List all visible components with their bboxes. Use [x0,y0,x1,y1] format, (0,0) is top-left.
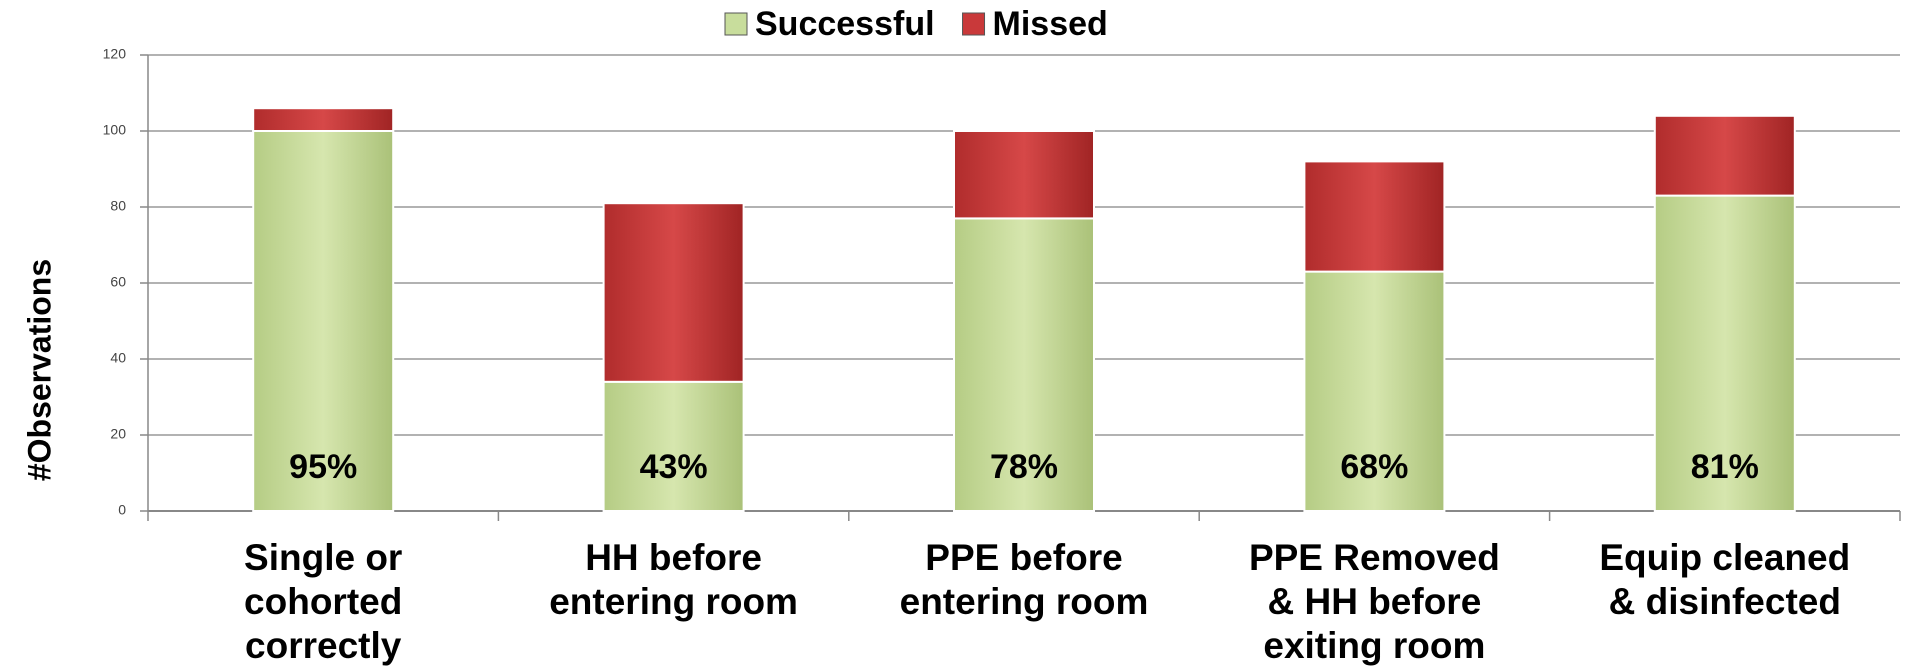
x-tick-label: HH before entering room [549,537,798,622]
bar-label: 43% [640,448,708,486]
y-tick-label: 80 [110,198,126,214]
y-tick-label: 120 [103,46,127,62]
y-tick-label: 100 [103,122,127,138]
x-tick-label-line: & HH before [1267,581,1481,622]
legend-swatch [962,12,986,36]
x-tick-label-line: correctly [245,625,402,666]
x-tick-label: PPE Removed & HH before exiting room [1249,537,1500,666]
y-tick-label: 60 [110,274,126,290]
x-tick-label-line: entering room [900,581,1149,622]
x-tick-label-line: Equip cleaned [1599,537,1850,578]
bar-segment [1653,114,1796,197]
bar-label: 95% [289,448,357,486]
bar-segment [602,380,745,512]
bar-segment [1303,160,1446,273]
bar-label: 81% [1691,448,1759,486]
x-tick-label-line: entering room [549,581,798,622]
x-tick-label: Single or cohorted correctly [244,537,402,666]
bar-label: 68% [1340,448,1408,486]
x-tick-label: Equip cleaned & disinfected [1599,537,1850,622]
x-tick-label-line: & disinfected [1609,581,1841,622]
y-axis-label: #Observations [21,259,57,481]
bar-label: 78% [990,448,1058,486]
bar-segment [953,130,1095,220]
legend-swatch [724,12,748,36]
x-tick-label-line: Single or [244,537,402,578]
x-tick-label-line: PPE before [925,537,1122,578]
x-tick-label-line: HH before [585,537,762,578]
bar-segment [252,130,395,512]
bar-segment [252,107,395,132]
legend-label: Missed [993,5,1108,43]
bar-segment [1303,270,1446,512]
x-tick-label-line: exiting room [1263,625,1485,666]
x-tick-label-line: PPE Removed [1249,537,1500,578]
legend-label: Successful [755,5,935,43]
x-tick-label: PPE before entering room [900,537,1149,622]
y-tick-label: 20 [110,426,126,442]
y-tick-label: 0 [118,502,126,518]
y-tick-label: 40 [110,350,126,366]
x-tick-label-line: cohorted [244,581,402,622]
bar-segment [953,217,1095,512]
bar-segment [602,202,745,383]
